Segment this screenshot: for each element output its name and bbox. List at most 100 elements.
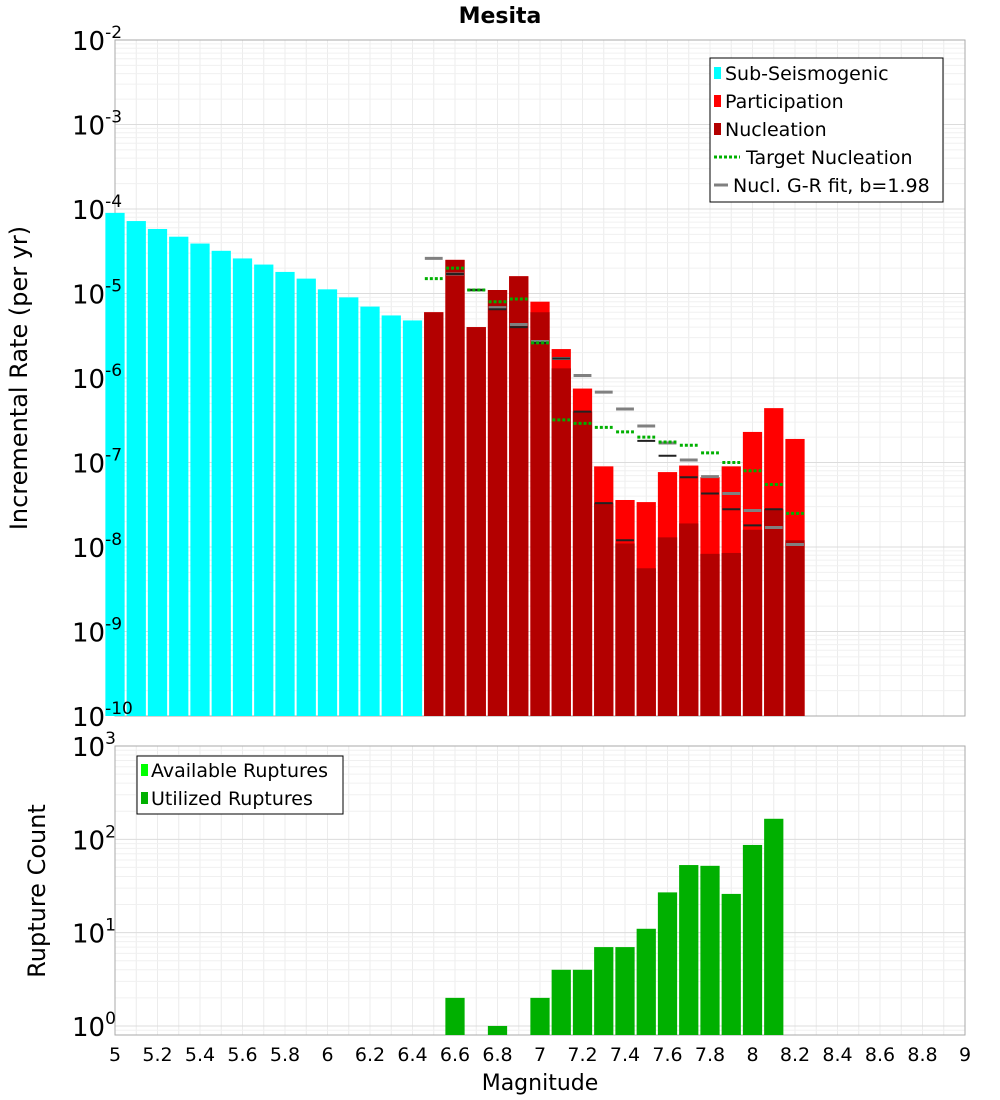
- x-tick-label: 6.4: [397, 1044, 427, 1066]
- y-tick-label: 10-5: [72, 277, 122, 311]
- bottom-bars: [445, 818, 784, 1035]
- x-tick-label: 8: [746, 1044, 758, 1066]
- bar-utilized-ruptures: [572, 969, 593, 1035]
- legend-swatch-utilized-ruptures: [141, 792, 148, 804]
- x-tick-label: 8.6: [865, 1044, 895, 1066]
- bar-nucleation: [509, 276, 529, 716]
- top-bars: [105, 212, 805, 716]
- top-y-axis-label: Incremental Rate (per yr): [5, 226, 33, 530]
- x-tick-label: 6.2: [355, 1044, 385, 1066]
- bar-sub-seismogenic: [402, 320, 423, 716]
- bar-utilized-ruptures: [551, 969, 571, 1035]
- x-tick-label: 8.2: [780, 1044, 810, 1066]
- bar-sub-seismogenic: [381, 315, 401, 716]
- y-tick-label: 103: [72, 729, 116, 763]
- bottom-legend-box: [136, 755, 344, 815]
- y-tick-label: 10-4: [72, 192, 122, 226]
- legend-swatch-sub-seismogenic: [714, 67, 721, 79]
- bar-utilized-ruptures: [721, 893, 741, 1035]
- bar-sub-seismogenic: [296, 278, 316, 716]
- legend-swatch-nucleation: [714, 123, 721, 135]
- y-tick-label: 101: [72, 916, 116, 950]
- bar-utilized-ruptures: [487, 1025, 508, 1035]
- x-tick-label: 9: [959, 1044, 971, 1066]
- bar-nucleation: [764, 509, 784, 716]
- bar-nucleation: [572, 411, 593, 716]
- x-tick-label: 6: [321, 1044, 333, 1066]
- bar-utilized-ruptures: [679, 865, 699, 1035]
- y-tick-label: 102: [72, 822, 116, 856]
- top-lines: [424, 256, 804, 547]
- bar-sub-seismogenic: [339, 297, 359, 716]
- x-tick-label: 6.6: [440, 1044, 470, 1066]
- bottom-y-axis-label: Rupture Count: [23, 804, 51, 978]
- x-tick-label: 6.8: [482, 1044, 512, 1066]
- bar-sub-seismogenic: [169, 236, 189, 716]
- bar-nucleation: [742, 529, 763, 716]
- legend-label-target-nucleation: Target Nucleation: [745, 147, 913, 169]
- x-tick-label: 5.4: [185, 1044, 215, 1066]
- bar-sub-seismogenic: [317, 289, 338, 716]
- x-tick-label: 7.2: [567, 1044, 597, 1066]
- bar-nucleation: [679, 523, 699, 716]
- top-legend: Sub-Seismogenic Participation Nucleation…: [709, 57, 944, 203]
- bar-nucleation: [424, 312, 444, 716]
- bar-nucleation: [657, 537, 678, 716]
- x-tick-label: 5.8: [270, 1044, 300, 1066]
- x-tick-label: 7.6: [652, 1044, 682, 1066]
- bar-nucleation: [466, 327, 486, 716]
- bar-nucleation: [615, 543, 635, 716]
- x-tick-label: 5.6: [227, 1044, 257, 1066]
- x-tick-labels: 5 5.2 5.4 5.6 5.8 6 6.2 6.4 6.6 6.8 7 7.2 7.4 7.6 7.8 8…: [109, 1044, 971, 1066]
- bar-sub-seismogenic: [254, 264, 274, 716]
- bar-sub-seismogenic: [211, 250, 231, 716]
- x-tick-label: 5.2: [142, 1044, 172, 1066]
- bottom-y-tick-labels: 100 101 102 103: [72, 729, 116, 1043]
- bar-nucleation: [551, 368, 571, 716]
- bar-sub-seismogenic: [147, 228, 168, 716]
- bar-utilized-ruptures: [636, 928, 656, 1035]
- bar-utilized-ruptures: [530, 997, 550, 1035]
- bar-nucleation: [530, 312, 550, 716]
- bar-sub-seismogenic: [360, 306, 380, 716]
- bar-nucleation: [487, 290, 508, 716]
- bar-utilized-ruptures: [615, 947, 635, 1035]
- x-tick-label: 8.4: [822, 1044, 852, 1066]
- bar-sub-seismogenic: [232, 258, 253, 716]
- legend-label-participation: Participation: [725, 91, 844, 113]
- bar-utilized-ruptures: [742, 844, 763, 1035]
- y-tick-label: 100: [72, 1009, 116, 1043]
- bar-nucleation: [721, 552, 741, 716]
- bar-sub-seismogenic: [190, 243, 210, 716]
- top-legend-box: [709, 57, 944, 203]
- legend-label-nucleation: Nucleation: [725, 119, 827, 141]
- x-tick-label: 7.4: [610, 1044, 640, 1066]
- x-tick-label: 5: [109, 1044, 121, 1066]
- bar-utilized-ruptures: [594, 947, 614, 1035]
- bar-utilized-ruptures: [445, 997, 465, 1035]
- bar-utilized-ruptures: [657, 892, 678, 1035]
- legend-label-gr-fit: Nucl. G-R fit, b=1.98: [733, 175, 930, 197]
- y-tick-label: 10-7: [72, 446, 122, 480]
- y-tick-label: 10-10: [72, 699, 133, 733]
- y-tick-label: 10-6: [72, 361, 122, 395]
- legend-label-sub-seismogenic: Sub-Seismogenic: [725, 63, 889, 85]
- x-tick-label: 7.8: [695, 1044, 725, 1066]
- bar-sub-seismogenic: [126, 221, 146, 716]
- bar-nucleation: [785, 540, 805, 716]
- bar-nucleation: [594, 503, 614, 716]
- bar-sub-seismogenic: [105, 212, 125, 716]
- legend-label-utilized-ruptures: Utilized Ruptures: [151, 788, 313, 810]
- chart-title: Mesita: [459, 4, 542, 29]
- bottom-legend: Available Ruptures Utilized Ruptures: [136, 755, 344, 815]
- top-y-tick-labels: 10-10 10-9 10-8 10-7 10-6 10-5 10-4 10-3 10-2: [72, 23, 133, 733]
- bar-sub-seismogenic: [275, 271, 295, 716]
- legend-label-available-ruptures: Available Ruptures: [151, 760, 328, 782]
- bar-nucleation: [636, 568, 656, 716]
- bar-nucleation: [700, 553, 720, 716]
- legend-swatch-available-ruptures: [141, 764, 148, 776]
- y-tick-label: 10-3: [72, 108, 122, 142]
- x-tick-label: 7: [534, 1044, 546, 1066]
- y-tick-label: 10-2: [72, 23, 122, 57]
